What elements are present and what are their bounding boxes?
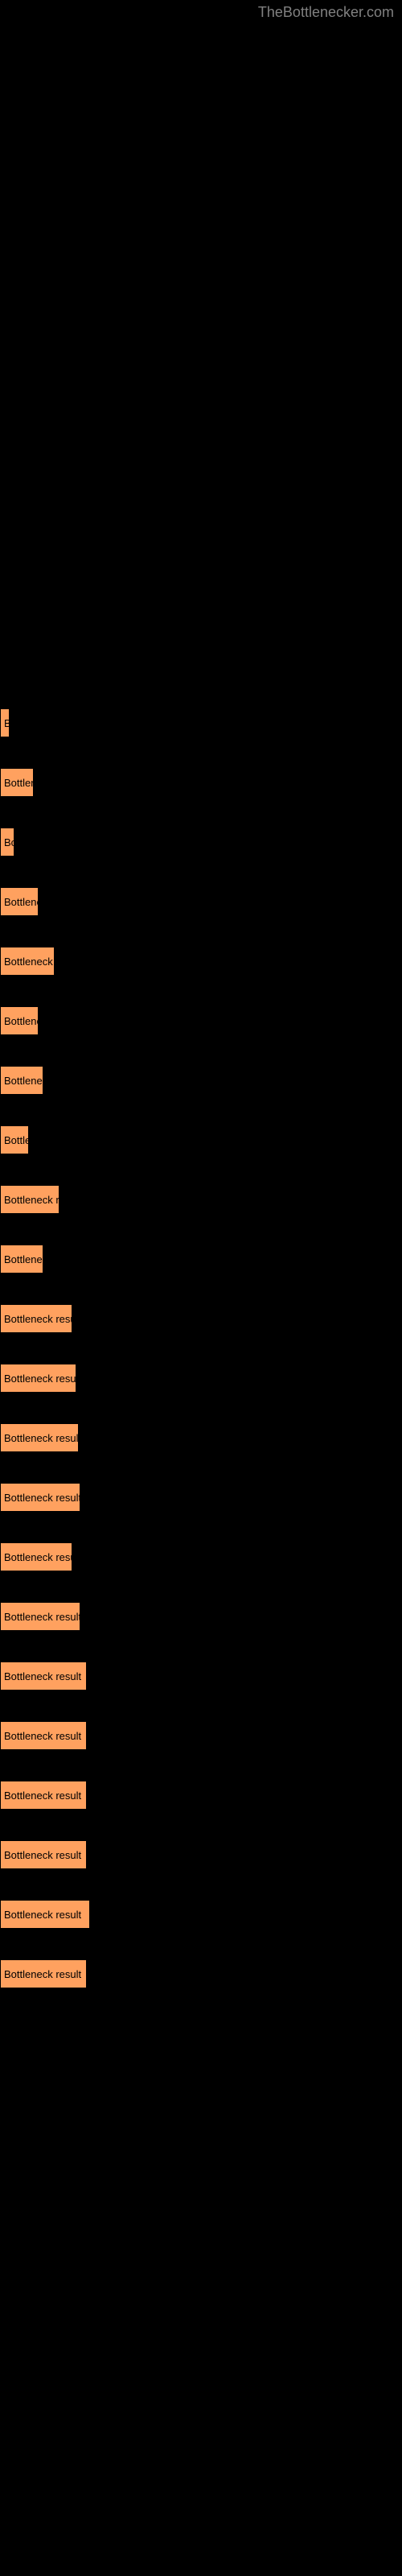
bar-label: Bottleneck r: [4, 956, 55, 968]
bar-label: B: [4, 717, 10, 729]
chart-bar: Bottlen: [0, 768, 34, 797]
bar-label: Bottleneck result: [4, 1670, 81, 1682]
chart-bar: Bottleneck result: [0, 1840, 87, 1869]
chart-bar: Bottleneck resul: [0, 1304, 72, 1333]
bar-label: Bottleneck result: [4, 1373, 76, 1385]
chart-bar: Bottlenec: [0, 1066, 43, 1095]
bar-label: Bottleneck re: [4, 1194, 59, 1206]
bar-label: Bottle: [4, 1134, 29, 1146]
bar-label: Bottleneck result: [4, 1790, 81, 1802]
bar-label: Bottlenec: [4, 1253, 43, 1265]
bar-row: Bottleneck resul: [0, 1304, 402, 1333]
bar-row: Bottleneck result: [0, 1959, 402, 1988]
chart-bar: Bottleneck result: [0, 1900, 90, 1929]
bar-row: Bottlenec: [0, 1245, 402, 1274]
chart-bar: Bottleneck result: [0, 1423, 79, 1452]
chart-bar: Bottlene: [0, 1006, 39, 1035]
bar-label: Bottlene: [4, 896, 39, 908]
bar-row: Bottleneck result: [0, 1602, 402, 1631]
bar-row: Bottleneck result: [0, 1900, 402, 1929]
chart-bar: Bottleneck re: [0, 1185, 59, 1214]
chart-bar: Bottlene: [0, 887, 39, 916]
bar-row: Bottleneck resul: [0, 1542, 402, 1571]
bar-row: Bottleneck result: [0, 1840, 402, 1869]
bar-label: Bottlenec: [4, 1075, 43, 1087]
bar-label: Bottlene: [4, 1015, 39, 1027]
chart-bar: Bottleneck result: [0, 1364, 76, 1393]
watermark-text: TheBottlenecker.com: [258, 4, 394, 21]
chart-bar: Bottlenec: [0, 1245, 43, 1274]
bar-label: Bottleneck result: [4, 1909, 81, 1921]
bar-row: Bottlene: [0, 887, 402, 916]
chart-bar: Bottle: [0, 1125, 29, 1154]
bar-row: Bottleneck result: [0, 1483, 402, 1512]
chart-bar: Bottleneck result: [0, 1662, 87, 1690]
bar-label: Bottleneck result: [4, 1432, 79, 1444]
bar-row: Bottleneck result: [0, 1721, 402, 1750]
bar-label: Bottleneck resul: [4, 1313, 72, 1325]
chart-bar: Bottleneck result: [0, 1959, 87, 1988]
bar-row: Bottlenec: [0, 1066, 402, 1095]
bar-row: Bottlen: [0, 768, 402, 797]
chart-bar: Bottleneck result: [0, 1721, 87, 1750]
bar-label: Bottlen: [4, 777, 34, 789]
bar-label: Bottleneck result: [4, 1968, 81, 1980]
bar-label: Bottleneck result: [4, 1611, 80, 1623]
bar-row: Bottleneck result: [0, 1423, 402, 1452]
bar-row: Bo: [0, 828, 402, 857]
bar-label: Bottleneck resul: [4, 1551, 72, 1563]
bar-row: Bottlene: [0, 1006, 402, 1035]
chart-bar: Bottleneck r: [0, 947, 55, 976]
bar-row: Bottleneck result: [0, 1662, 402, 1690]
chart-bar: Bottleneck result: [0, 1781, 87, 1810]
bar-row: Bottleneck result: [0, 1781, 402, 1810]
bar-row: B: [0, 708, 402, 737]
bar-chart: B Bottlen Bo Bottlene Bottleneck r Bottlene Bo…: [0, 0, 402, 1988]
bar-label: Bottleneck result: [4, 1730, 81, 1742]
chart-bar: B: [0, 708, 10, 737]
bar-row: Bottleneck result: [0, 1364, 402, 1393]
chart-bar: Bottleneck result: [0, 1602, 80, 1631]
chart-bar: Bottleneck resul: [0, 1542, 72, 1571]
bar-label: Bottleneck result: [4, 1849, 81, 1861]
bar-row: Bottleneck r: [0, 947, 402, 976]
chart-bar: Bo: [0, 828, 14, 857]
bar-row: Bottleneck re: [0, 1185, 402, 1214]
bar-label: Bottleneck result: [4, 1492, 80, 1504]
bar-row: Bottle: [0, 1125, 402, 1154]
bar-label: Bo: [4, 836, 14, 848]
chart-bar: Bottleneck result: [0, 1483, 80, 1512]
